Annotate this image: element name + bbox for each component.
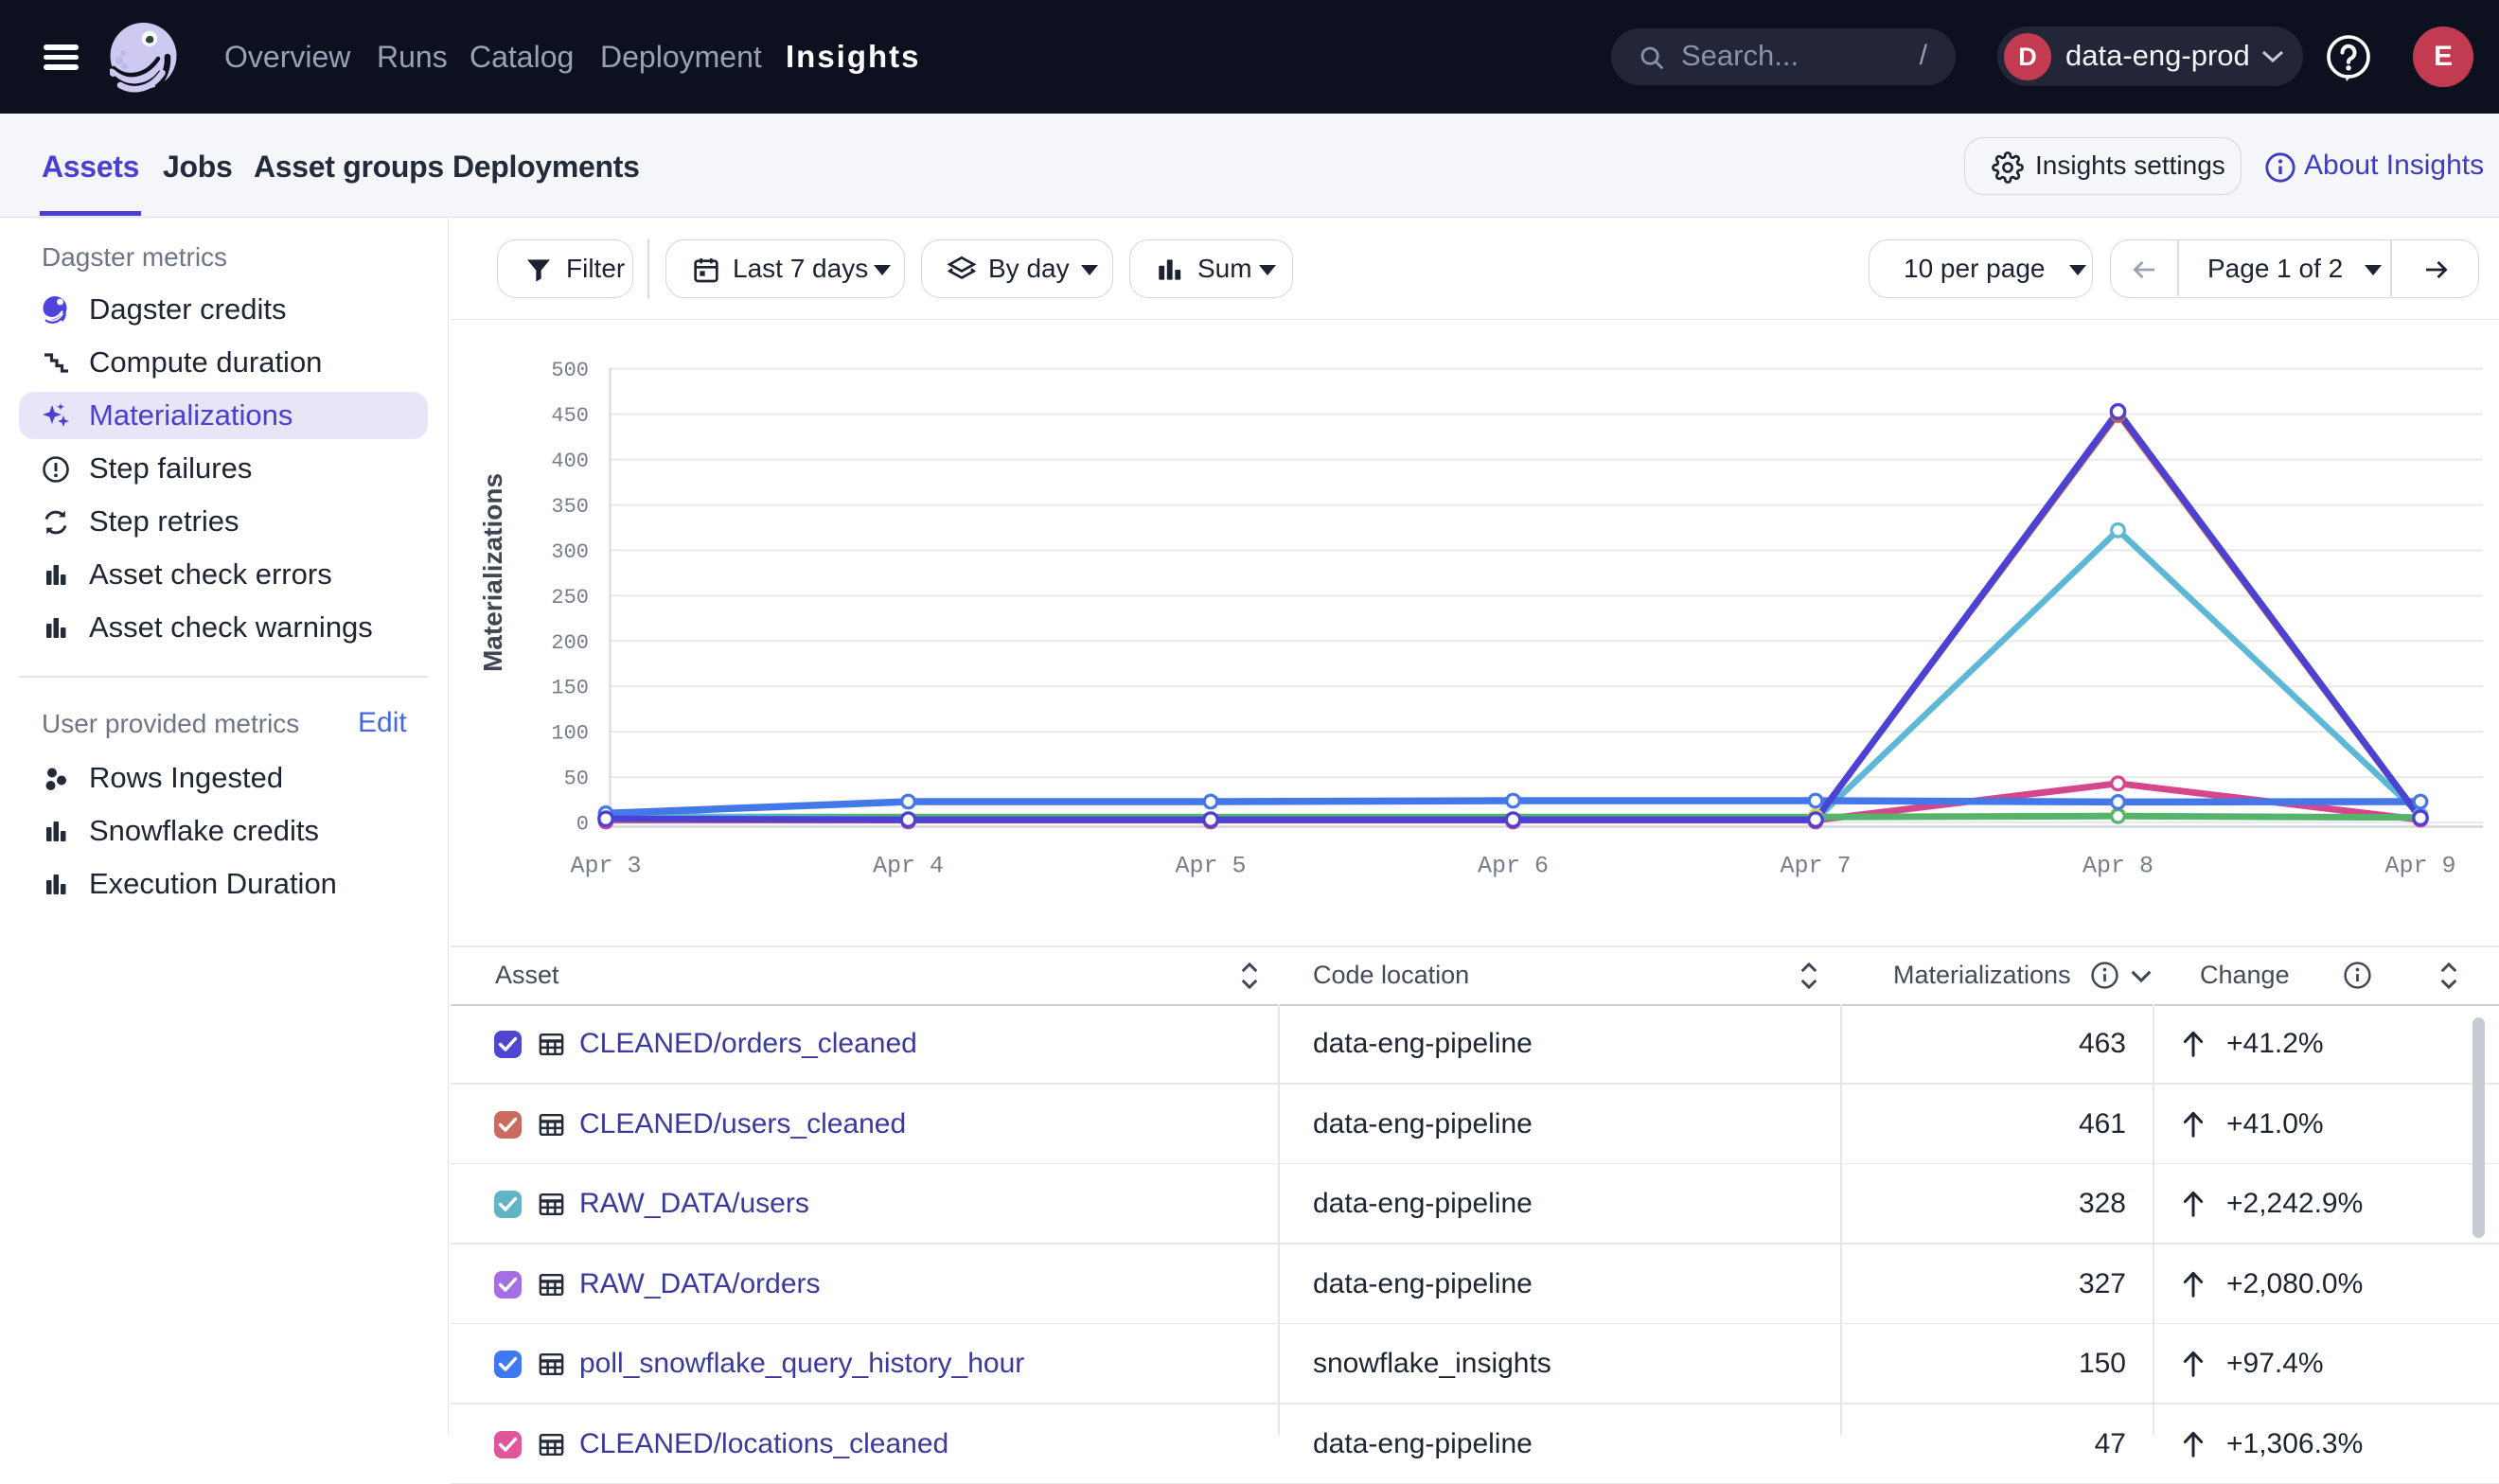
svg-text:250: 250 — [551, 586, 589, 610]
svg-text:50: 50 — [564, 768, 589, 791]
svg-text:150: 150 — [551, 677, 589, 700]
svg-text:Apr 5: Apr 5 — [1175, 853, 1246, 880]
svg-text:450: 450 — [551, 404, 589, 428]
svg-text:100: 100 — [551, 722, 589, 746]
svg-text:Materializations: Materializations — [478, 473, 507, 672]
svg-text:350: 350 — [551, 495, 589, 519]
svg-text:500: 500 — [551, 359, 589, 382]
svg-text:300: 300 — [551, 540, 589, 564]
svg-text:Apr 3: Apr 3 — [570, 853, 641, 880]
svg-text:Apr 7: Apr 7 — [1780, 853, 1851, 880]
svg-text:Apr 8: Apr 8 — [2082, 853, 2153, 880]
svg-text:Apr 6: Apr 6 — [1478, 853, 1549, 880]
svg-text:200: 200 — [551, 631, 589, 655]
svg-text:400: 400 — [551, 450, 589, 473]
svg-text:Apr 4: Apr 4 — [873, 853, 944, 880]
svg-text:0: 0 — [576, 813, 589, 837]
svg-text:Apr 9: Apr 9 — [2384, 853, 2455, 880]
